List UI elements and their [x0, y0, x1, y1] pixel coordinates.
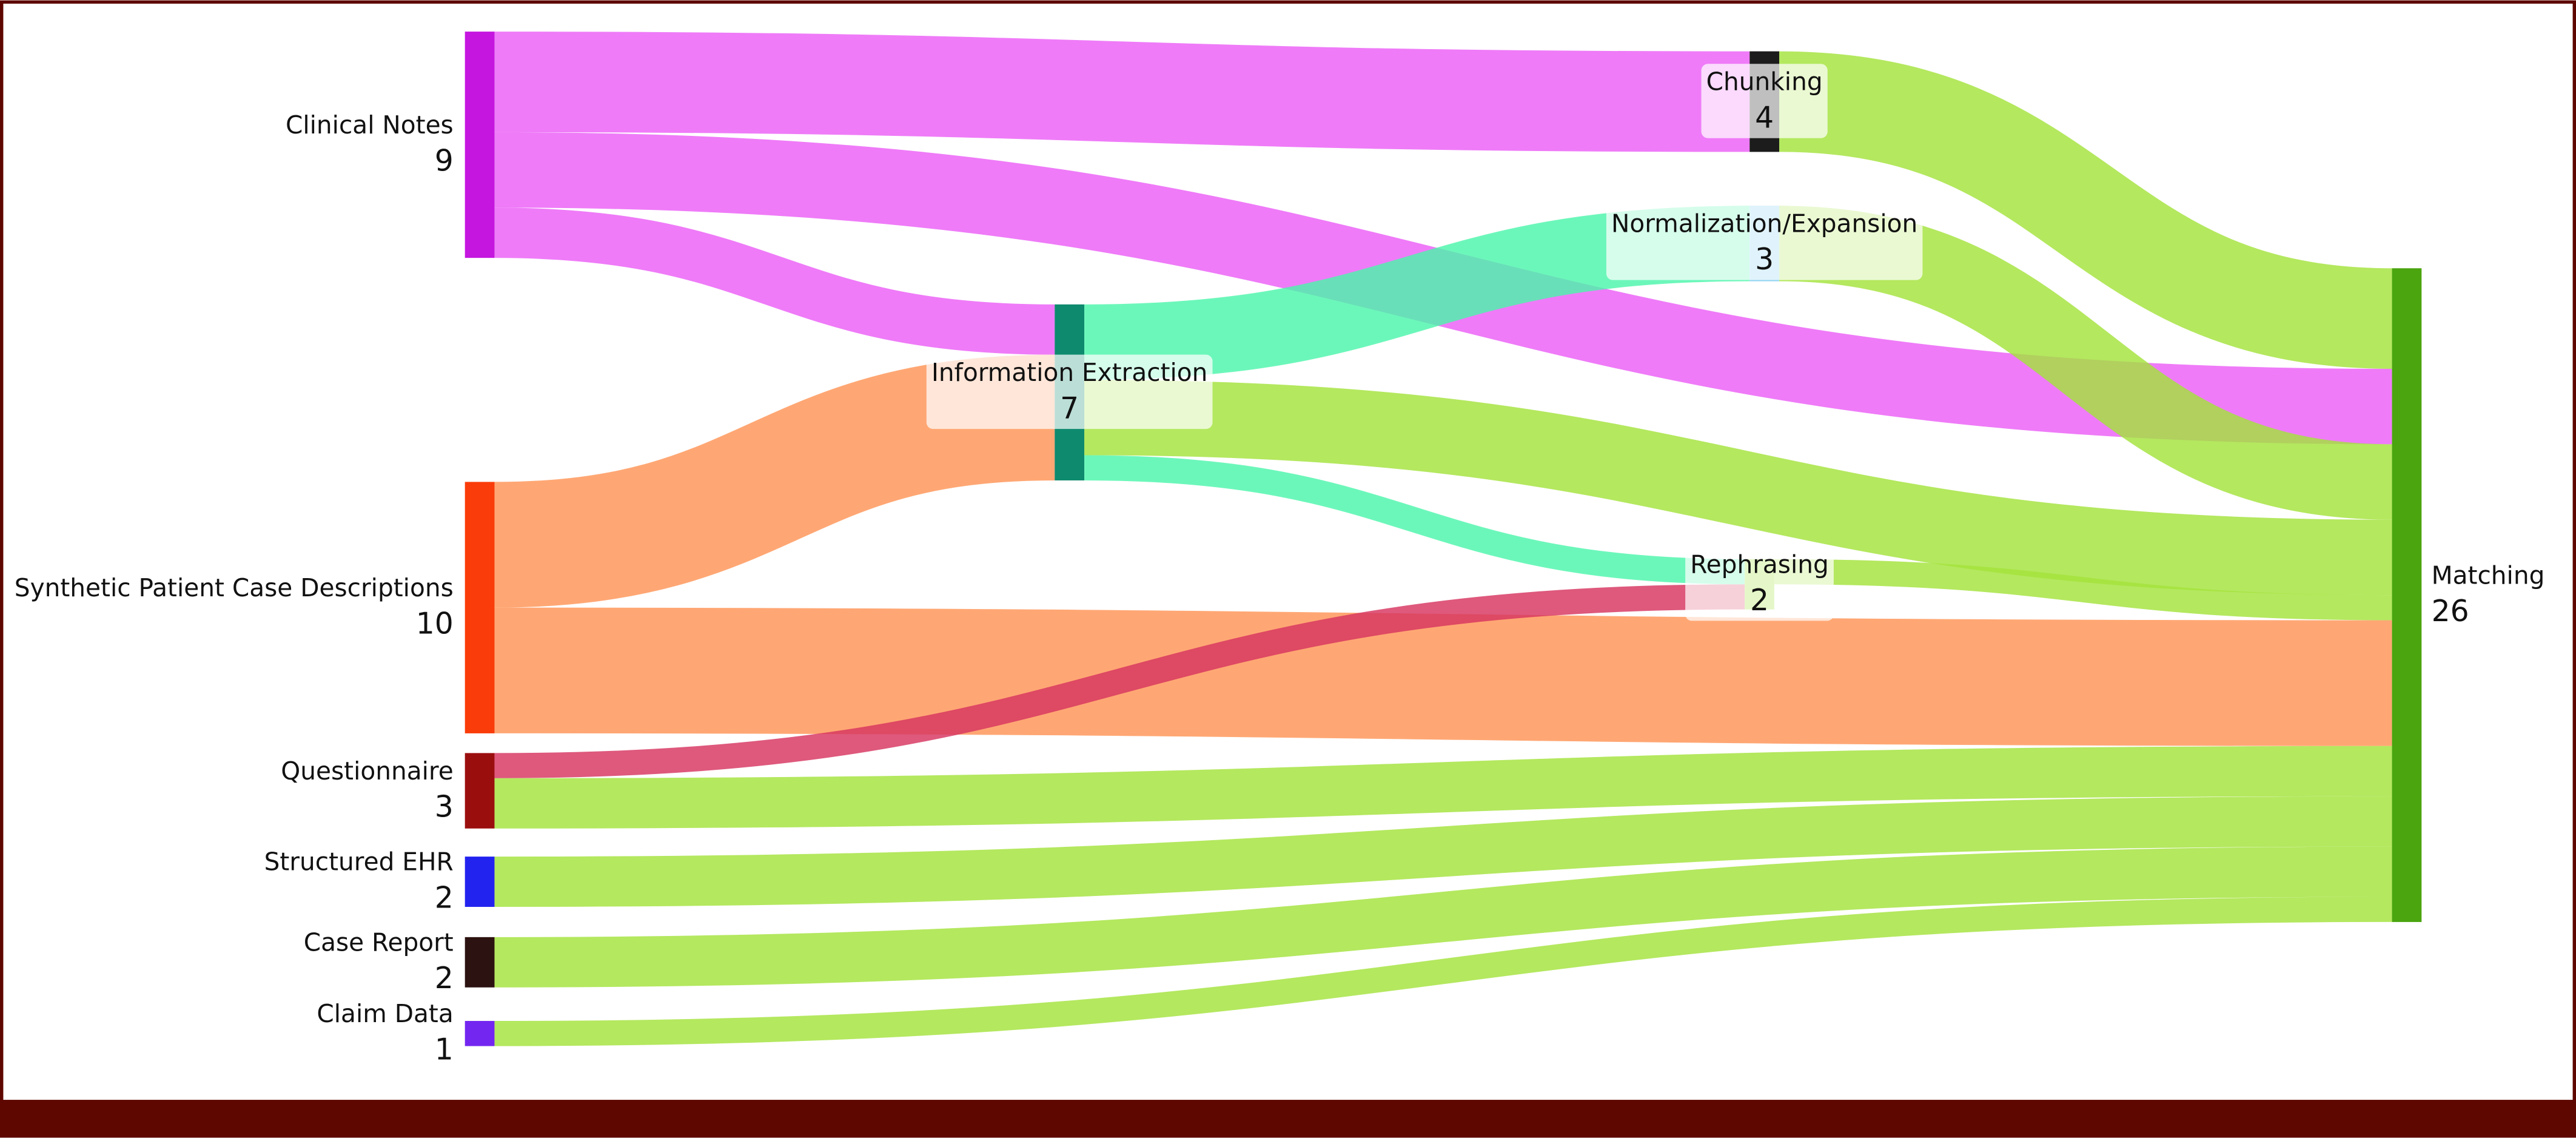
- node: [465, 753, 495, 829]
- label-background: [1685, 546, 1834, 621]
- node-value: 4: [1755, 101, 1774, 135]
- node-value: 9: [435, 144, 454, 178]
- node-label: Rephrasing: [1690, 550, 1829, 579]
- node-label: Chunking: [1706, 67, 1823, 96]
- node-label: Questionnaire: [281, 756, 453, 786]
- node-label: Normalization/Expansion: [1611, 209, 1917, 238]
- node-value: 2: [1750, 584, 1769, 618]
- footer-bar: [0, 1100, 2576, 1138]
- node-label: Matching: [2432, 561, 2545, 590]
- link: [494, 897, 2392, 1046]
- label-background: [1606, 206, 1923, 280]
- link: [494, 846, 2392, 988]
- node: [465, 1021, 495, 1046]
- node-value: 1: [435, 1033, 454, 1067]
- link: [494, 584, 1745, 778]
- node-value: 10: [416, 607, 454, 641]
- node-label: Case Report: [304, 928, 454, 957]
- node-label: Claim Data: [317, 999, 453, 1028]
- node: [2392, 268, 2422, 922]
- label-background: [1701, 64, 1828, 138]
- link: [494, 746, 2392, 829]
- node-value: 7: [1060, 392, 1079, 426]
- label-background: [926, 354, 1213, 429]
- node-value: 2: [435, 881, 454, 915]
- link: [494, 207, 1055, 355]
- node: [465, 937, 495, 988]
- node-label: Structured EHR: [264, 847, 454, 877]
- link: [494, 607, 2392, 746]
- links: [494, 32, 2392, 1046]
- link: [1084, 455, 1745, 585]
- link: [494, 32, 1750, 152]
- node-label: Clinical Notes: [286, 110, 454, 140]
- node-label: Information Extraction: [931, 358, 1207, 387]
- node-value: 3: [435, 790, 454, 824]
- labels: Clinical Notes 9 Synthetic Patient Case De…: [15, 64, 2545, 1067]
- link: [1084, 380, 2392, 596]
- node: [465, 482, 495, 733]
- link: [494, 796, 2392, 907]
- node: [465, 857, 495, 907]
- link: [1774, 559, 2392, 621]
- node-value: 26: [2432, 594, 2469, 628]
- node-value: 3: [1755, 243, 1774, 277]
- node-value: 2: [435, 961, 454, 995]
- node-label: Synthetic Patient Case Descriptions: [15, 573, 454, 602]
- node: [465, 32, 495, 258]
- link: [1779, 51, 2392, 369]
